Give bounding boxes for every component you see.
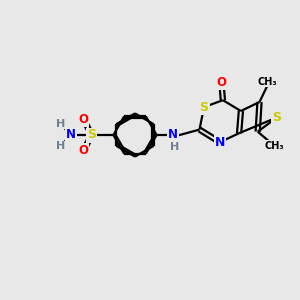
Text: H: H <box>56 118 65 129</box>
Text: N: N <box>66 128 76 142</box>
Text: O: O <box>216 76 226 89</box>
Text: S: S <box>87 128 96 142</box>
Text: S: S <box>200 100 208 114</box>
Text: N: N <box>168 128 178 142</box>
Text: S: S <box>272 111 281 124</box>
Text: O: O <box>78 113 88 126</box>
Text: O: O <box>78 144 88 157</box>
Text: H: H <box>56 141 65 152</box>
Text: N: N <box>215 136 225 149</box>
Text: CH₃: CH₃ <box>257 76 277 87</box>
Text: H: H <box>170 142 179 152</box>
Text: CH₃: CH₃ <box>264 141 284 151</box>
